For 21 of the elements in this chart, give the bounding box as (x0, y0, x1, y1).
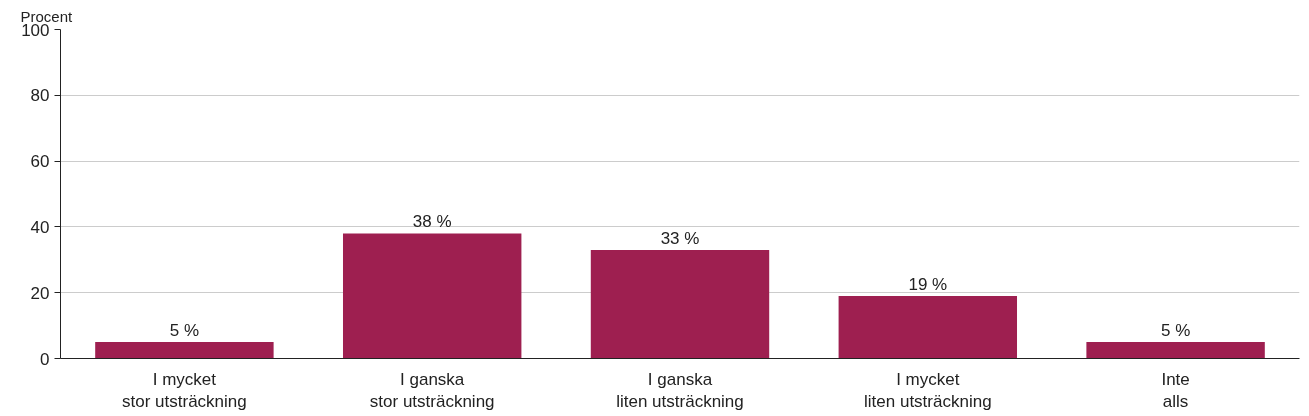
bar (590, 249, 770, 359)
data-label: 38 % (412, 212, 452, 232)
y-tick-label: 20 (30, 283, 50, 303)
data-label: 33 % (660, 228, 700, 248)
x-tick-label: I mycket liten utsträckning (864, 369, 992, 412)
x-tick-label: I ganska liten utsträckning (616, 369, 744, 412)
y-tick-label: 0 (40, 349, 50, 369)
bar (838, 295, 1018, 359)
y-axis-title: Procent (20, 7, 74, 25)
data-label: 5 % (1160, 321, 1191, 341)
bar (95, 342, 274, 359)
y-tick-label: 40 (30, 217, 50, 237)
bar (1086, 342, 1265, 359)
y-tick-label: 60 (30, 152, 50, 172)
x-tick-label: I mycket stor utsträckning (122, 369, 247, 412)
data-label: 19 % (908, 274, 948, 294)
x-tick-label: Inte alls (1161, 369, 1190, 412)
bar (342, 233, 522, 359)
y-tick-label: 80 (30, 86, 50, 106)
data-label: 5 % (169, 321, 200, 341)
x-tick-label: I ganska stor utsträckning (369, 369, 495, 412)
